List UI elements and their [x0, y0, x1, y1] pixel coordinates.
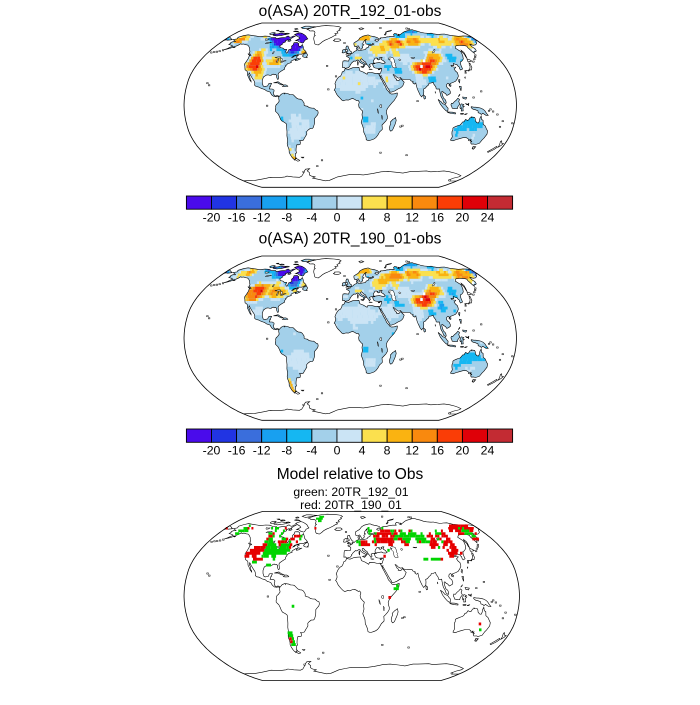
svg-text:0: 0 [334, 211, 341, 225]
svg-text:-4: -4 [306, 444, 317, 458]
svg-text:4: 4 [359, 211, 366, 225]
svg-text:24: 24 [481, 211, 495, 225]
svg-text:-16: -16 [228, 444, 246, 458]
svg-text:-20: -20 [203, 444, 221, 458]
svg-text:-12: -12 [253, 211, 271, 225]
svg-text:16: 16 [430, 444, 444, 458]
svg-text:20: 20 [456, 444, 470, 458]
svg-text:-16: -16 [228, 211, 246, 225]
svg-text:16: 16 [430, 211, 444, 225]
svg-text:-8: -8 [281, 211, 292, 225]
svg-text:o(ASA) 20TR_192_01-obs: o(ASA) 20TR_192_01-obs [259, 3, 442, 20]
svg-text:20: 20 [456, 211, 470, 225]
svg-text:o(ASA) 20TR_190_01-obs: o(ASA) 20TR_190_01-obs [259, 231, 442, 248]
svg-text:green: 20TR_192_01: green: 20TR_192_01 [293, 485, 408, 499]
svg-text:12: 12 [405, 211, 419, 225]
svg-text:Model relative to Obs: Model relative to Obs [277, 466, 424, 483]
svg-text:8: 8 [384, 211, 391, 225]
svg-text:red: 20TR_190_01: red: 20TR_190_01 [300, 498, 402, 512]
svg-text:4: 4 [359, 444, 366, 458]
svg-text:8: 8 [384, 444, 391, 458]
svg-text:-4: -4 [306, 211, 317, 225]
svg-text:-12: -12 [253, 444, 271, 458]
svg-text:-8: -8 [281, 444, 292, 458]
svg-text:-20: -20 [203, 211, 221, 225]
svg-text:12: 12 [405, 444, 419, 458]
svg-text:0: 0 [334, 444, 341, 458]
svg-text:24: 24 [481, 444, 495, 458]
